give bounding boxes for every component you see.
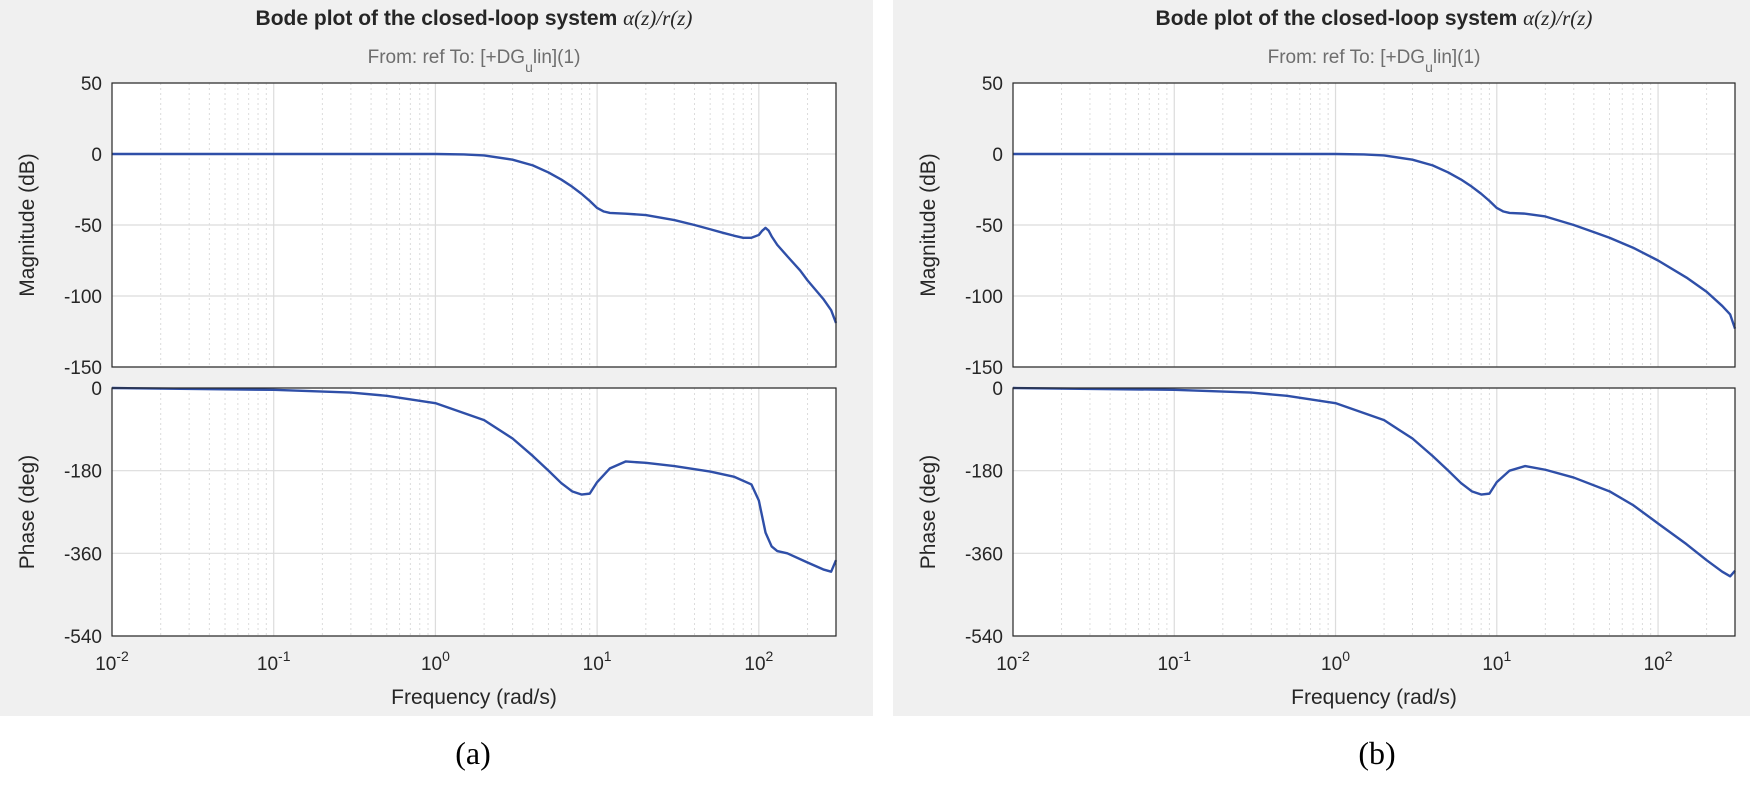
bode-panel-a: Bode plot of the closed-loop system α(z)…	[0, 0, 873, 771]
x-tick-exponent: 0	[1342, 648, 1350, 664]
x-tick-exponent: -2	[116, 648, 129, 664]
x-tick-label: 10-1	[257, 648, 291, 675]
chart-subtitle: From: ref To: [+DGulin](1)	[368, 47, 581, 75]
phase-axes-frame	[1012, 387, 1736, 637]
x-tick-label: 100	[1321, 648, 1350, 675]
phase-plot-area	[1013, 388, 1735, 636]
x-tick-exponent: 2	[1665, 648, 1673, 664]
magnitude-axes-frame	[1012, 82, 1736, 368]
chart-subtitle: From: ref To: [+DGulin](1)	[1268, 47, 1481, 75]
subtitle-suffix: lin](1)	[533, 47, 581, 68]
magnitude-axes: 50 0 -50 -100 -150 Magnitude (dB)	[917, 74, 1737, 379]
x-tick-label: 102	[1644, 648, 1673, 675]
x-axis-label: Frequency (rad/s)	[1291, 686, 1457, 709]
chart-title-text: Bode plot of the closed-loop system	[1156, 7, 1524, 30]
phase-y-tick-label: -360	[64, 544, 102, 565]
x-tick-base: 10	[583, 654, 604, 675]
x-tick-label: 102	[744, 648, 773, 675]
phase-series-line	[111, 386, 838, 573]
subtitle-subscript: u	[525, 59, 533, 75]
magnitude-y-tick-label: -50	[976, 216, 1003, 237]
x-tick-base: 10	[95, 654, 116, 675]
bode-panel-b: Bode plot of the closed-loop system α(z)…	[893, 0, 1750, 771]
subtitle-prefix: From: ref To: [+DG	[368, 47, 526, 68]
phase-y-tick-label: -180	[64, 462, 102, 483]
subtitle-subscript: u	[1425, 59, 1433, 75]
x-tick-label: 10-2	[95, 648, 129, 675]
magnitude-axes-frame	[111, 82, 837, 368]
magnitude-y-tick-label: 0	[91, 145, 102, 166]
phase-y-tick-label: -360	[965, 544, 1003, 565]
chart-title-symbol: α(z)/r(z)	[623, 6, 692, 30]
magnitude-series-line	[1013, 152, 1737, 330]
x-tick-label: 101	[1482, 648, 1511, 675]
x-tick-exponent: -2	[1017, 648, 1030, 664]
magnitude-y-tick-label: -100	[64, 287, 102, 308]
panel-caption: (a)	[455, 735, 491, 771]
magnitude-y-axis-label: Magnitude (dB)	[16, 153, 39, 297]
x-tick-exponent: -1	[1179, 648, 1192, 664]
x-tick-label: 100	[421, 648, 450, 675]
x-tick-label: 10-2	[996, 648, 1030, 675]
phase-axes: 0 -180 -360 -540 Phase (deg)	[16, 379, 838, 648]
x-axis-label: Frequency (rad/s)	[391, 686, 557, 709]
phase-plot-area	[112, 388, 836, 636]
x-tick-exponent: 1	[604, 648, 612, 664]
magnitude-axes: 50 0 -50 -100 -150 Magnitude (dB)	[16, 74, 838, 379]
magnitude-y-tick-label: -150	[965, 358, 1003, 379]
x-tick-base: 10	[744, 654, 765, 675]
x-tick-base: 10	[257, 654, 278, 675]
magnitude-y-tick-label: 0	[992, 145, 1003, 166]
x-tick-base: 10	[996, 654, 1017, 675]
chart-title: Bode plot of the closed-loop system α(z)…	[1156, 6, 1593, 30]
phase-series-line	[1012, 386, 1736, 578]
phase-y-tick-label: -540	[64, 627, 102, 648]
x-tick-exponent: -1	[278, 648, 291, 664]
magnitude-y-tick-label: -150	[64, 358, 102, 379]
magnitude-y-tick-label: 50	[982, 74, 1003, 95]
subtitle-suffix: lin](1)	[1433, 47, 1481, 68]
subtitle-prefix: From: ref To: [+DG	[1268, 47, 1426, 68]
chart-title-symbol: α(z)/r(z)	[1523, 6, 1592, 30]
x-tick-exponent: 1	[1503, 648, 1511, 664]
x-tick-exponent: 0	[442, 648, 450, 664]
phase-axes-frame	[111, 387, 837, 637]
x-tick-base: 10	[421, 654, 442, 675]
phase-y-tick-label: -180	[965, 462, 1003, 483]
phase-axes: 0 -180 -360 -540 Phase (deg)	[917, 379, 1736, 648]
panel-caption: (b)	[1358, 735, 1395, 771]
phase-y-axis-label: Phase (deg)	[16, 455, 39, 569]
magnitude-series-line	[112, 152, 838, 324]
chart-title: Bode plot of the closed-loop system α(z)…	[256, 6, 693, 30]
magnitude-y-tick-label: -100	[965, 287, 1003, 308]
x-tick-label: 101	[583, 648, 612, 675]
x-tick-label: 10-1	[1157, 648, 1191, 675]
phase-y-tick-label: 0	[91, 379, 102, 400]
magnitude-y-tick-label: -50	[75, 216, 102, 237]
magnitude-y-tick-label: 50	[81, 74, 102, 95]
x-tick-exponent: 2	[766, 648, 774, 664]
phase-y-tick-label: 0	[992, 379, 1003, 400]
phase-y-axis-label: Phase (deg)	[917, 455, 940, 569]
phase-y-tick-label: -540	[965, 627, 1003, 648]
magnitude-y-axis-label: Magnitude (dB)	[917, 153, 940, 297]
x-tick-base: 10	[1482, 654, 1503, 675]
x-tick-base: 10	[1321, 654, 1342, 675]
x-tick-base: 10	[1644, 654, 1665, 675]
chart-title-text: Bode plot of the closed-loop system	[256, 7, 624, 30]
x-tick-base: 10	[1157, 654, 1178, 675]
